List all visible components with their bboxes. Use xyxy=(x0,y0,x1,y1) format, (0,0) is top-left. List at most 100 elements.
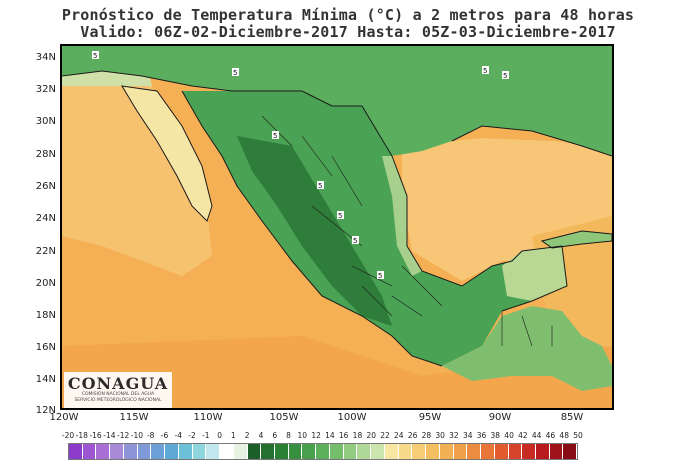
color-scale-tick: 16 xyxy=(338,431,349,440)
point-marker xyxy=(317,181,324,189)
color-scale-tick: 8 xyxy=(286,431,291,440)
color-scale-tick: 38 xyxy=(490,431,501,440)
point-marker-label: 5 xyxy=(378,272,382,280)
forecast-map: 5 5 5 5 5 5 5 5 5 xyxy=(60,44,614,410)
color-scale-bar xyxy=(68,443,578,460)
us-gulf-coastline xyxy=(451,125,612,157)
point-marker xyxy=(502,71,509,79)
color-scale-tick: 48 xyxy=(559,431,569,440)
point-marker-label: 5 xyxy=(483,67,487,75)
point-marker xyxy=(92,51,99,59)
us-mexico-border xyxy=(62,70,393,157)
color-scale-tick: -20 xyxy=(61,431,75,440)
color-scale-tick: 36 xyxy=(476,431,487,440)
color-scale-box xyxy=(343,444,358,459)
color-scale-tick: -10 xyxy=(130,431,144,440)
color-scale-tick: 30 xyxy=(435,431,445,440)
color-scale-tick: -1 xyxy=(202,431,210,440)
gulf-coastal-strip xyxy=(382,156,422,276)
color-scale-box xyxy=(329,444,344,459)
color-scale-tick: 6 xyxy=(272,431,278,440)
color-scale-box xyxy=(384,444,399,459)
baja-california xyxy=(122,86,212,221)
color-scale-box xyxy=(426,444,440,459)
lon-label-120w: 120W xyxy=(49,412,79,423)
lon-label-85w: 85W xyxy=(560,412,584,423)
color-scale-tick: 2 xyxy=(244,431,250,440)
color-scale-box xyxy=(412,444,427,459)
pacific-coastline xyxy=(181,90,443,367)
color-scale-box xyxy=(110,444,124,459)
color-scale-tick: 0 xyxy=(217,431,222,440)
sierra-madre-highlands xyxy=(237,136,392,326)
lat-label-26n: 26N xyxy=(35,181,56,192)
point-marker xyxy=(482,66,489,74)
point-marker-label: 5 xyxy=(338,212,342,220)
color-scale-tick: -16 xyxy=(89,431,102,440)
lat-label-22n: 22N xyxy=(35,246,56,257)
logo-subtitle-2: SERVICIO METEOROLÓGICO NACIONAL xyxy=(74,398,162,403)
color-scale-box xyxy=(69,444,83,459)
lon-label-105w: 105W xyxy=(269,412,299,423)
lon-label-90w: 90W xyxy=(488,412,512,423)
point-marker-label: 5 xyxy=(353,237,357,245)
point-marker xyxy=(352,236,359,244)
color-scale-box xyxy=(467,444,482,459)
color-scale-tick: 50 xyxy=(573,431,583,440)
color-scale-tick: 34 xyxy=(462,431,473,440)
lat-label-24n: 24N xyxy=(35,213,56,224)
color-scale-tick: 32 xyxy=(449,431,459,440)
color-scale-box xyxy=(563,444,578,459)
color-scale-tick: 40 xyxy=(504,431,514,440)
color-scale-box xyxy=(137,444,152,459)
color-scale-box xyxy=(398,444,413,459)
point-marker-label: 5 xyxy=(233,69,237,77)
color-scale-tick: -14 xyxy=(103,431,116,440)
color-scale-box xyxy=(261,444,276,459)
color-scale-box xyxy=(453,444,468,459)
color-scale-box xyxy=(192,444,207,459)
color-scale-box xyxy=(82,444,97,459)
color-scale-tick: 1 xyxy=(231,431,236,440)
color-scale-box xyxy=(288,444,303,459)
yucatan-peninsula xyxy=(502,246,567,301)
color-scale-tick: -18 xyxy=(75,431,88,440)
color-scale-tick: -2 xyxy=(188,431,196,440)
point-marker xyxy=(232,68,239,76)
point-value-markers: 5 5 5 5 5 5 5 5 5 xyxy=(92,51,509,280)
pacific-warm-south xyxy=(62,336,612,408)
color-scale-box xyxy=(96,444,111,459)
color-scale-tick: -8 xyxy=(146,431,155,440)
color-scale-box xyxy=(549,444,564,459)
color-scale-tick: 46 xyxy=(545,431,556,440)
color-scale-box xyxy=(247,444,262,459)
color-scale-box xyxy=(357,444,372,459)
color-scale-tick: 26 xyxy=(407,431,418,440)
color-scale-tick: 12 xyxy=(311,431,321,440)
color-scale-box xyxy=(522,444,536,459)
color-scale-box xyxy=(508,444,523,459)
color-scale-box xyxy=(151,444,166,459)
color-scale-box xyxy=(371,444,385,459)
color-scale-tick: 44 xyxy=(531,431,542,440)
map-canvas: 5 5 5 5 5 5 5 5 5 xyxy=(62,46,612,408)
country-borders xyxy=(501,311,553,347)
lat-label-20n: 20N xyxy=(35,278,56,289)
usa-land xyxy=(62,46,612,156)
point-marker xyxy=(337,211,344,219)
point-marker xyxy=(272,131,279,139)
lon-label-100w: 100W xyxy=(337,412,367,423)
valid-period: Valido: 06Z-02-Diciembre-2017 Hasta: 05Z… xyxy=(80,23,616,41)
conagua-logo: CONAGUA COMISIÓN NACIONAL DEL AGUA SERVI… xyxy=(64,372,172,408)
lat-label-28n: 28N xyxy=(35,149,56,160)
color-scale-box xyxy=(233,444,248,459)
color-scale-box xyxy=(494,444,509,459)
color-scale-box xyxy=(220,444,234,459)
lat-label-34n: 34N xyxy=(35,52,56,63)
lat-label-30n: 30N xyxy=(35,116,56,127)
lon-label-115w: 115W xyxy=(119,412,149,423)
cuba xyxy=(542,231,612,248)
color-scale-tick: 20 xyxy=(366,431,376,440)
color-scale-tick: 22 xyxy=(380,431,390,440)
color-scale-tick: -4 xyxy=(174,431,182,440)
